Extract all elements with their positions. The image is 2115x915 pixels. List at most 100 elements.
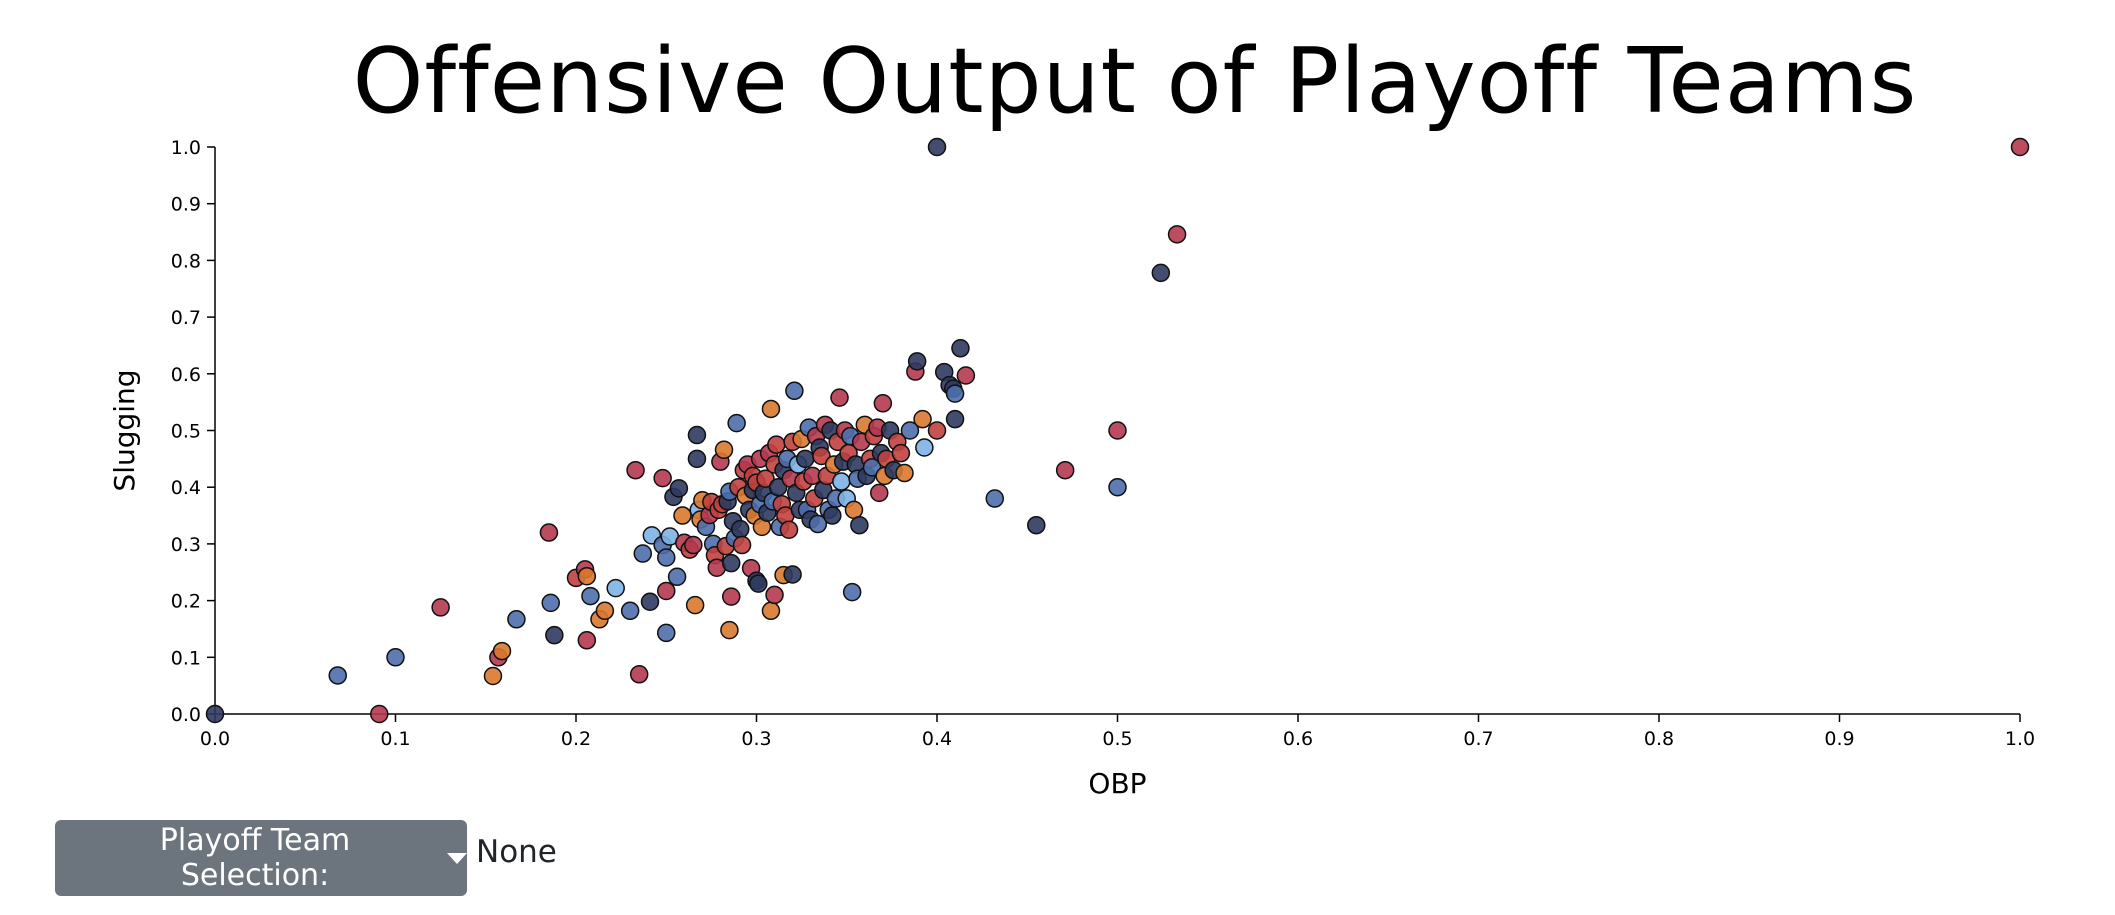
data-point[interactable] bbox=[927, 137, 947, 157]
data-point[interactable] bbox=[945, 384, 965, 403]
data-point[interactable] bbox=[577, 631, 597, 650]
y-tick-label: 0.7 bbox=[171, 307, 201, 329]
data-point[interactable] bbox=[830, 388, 849, 407]
data-point[interactable] bbox=[783, 565, 802, 584]
data-point[interactable] bbox=[640, 592, 660, 611]
data-point[interactable] bbox=[927, 421, 947, 440]
data-point[interactable] bbox=[767, 435, 786, 454]
data-point[interactable] bbox=[685, 595, 705, 615]
data-point[interactable] bbox=[850, 515, 869, 535]
data-point[interactable] bbox=[657, 548, 676, 567]
data-point[interactable] bbox=[721, 553, 741, 573]
chart-title: Offensive Output of Playoff Teams bbox=[352, 29, 1918, 134]
data-point[interactable] bbox=[673, 506, 692, 525]
data-point[interactable] bbox=[823, 506, 842, 525]
data-point[interactable] bbox=[785, 381, 804, 401]
data-point[interactable] bbox=[1167, 225, 1187, 244]
data-point[interactable] bbox=[669, 479, 689, 498]
data-point[interactable] bbox=[606, 578, 625, 598]
x-tick-label: 0.7 bbox=[1463, 728, 1493, 750]
data-point[interactable] bbox=[869, 483, 889, 503]
data-point[interactable] bbox=[1055, 460, 1075, 480]
data-point[interactable] bbox=[749, 574, 768, 593]
data-point[interactable] bbox=[541, 593, 560, 613]
data-point[interactable] bbox=[727, 413, 746, 433]
data-point[interactable] bbox=[891, 443, 911, 463]
data-point[interactable] bbox=[2010, 137, 2030, 157]
data-point[interactable] bbox=[731, 519, 750, 539]
caret-down-icon bbox=[447, 852, 467, 864]
data-point[interactable] bbox=[895, 463, 914, 483]
data-point[interactable] bbox=[687, 449, 707, 469]
data-point[interactable] bbox=[1027, 515, 1046, 535]
y-tick-label: 0.3 bbox=[171, 534, 201, 556]
data-point[interactable] bbox=[873, 394, 893, 413]
data-point[interactable] bbox=[913, 409, 932, 429]
data-point[interactable] bbox=[714, 440, 734, 460]
data-point[interactable] bbox=[720, 620, 739, 640]
data-point[interactable] bbox=[779, 520, 799, 539]
data-point[interactable] bbox=[756, 469, 775, 488]
y-tick-label: 0.1 bbox=[171, 647, 201, 669]
x-tick-label: 1.0 bbox=[2005, 728, 2035, 750]
data-point[interactable] bbox=[386, 648, 405, 667]
data-point[interactable] bbox=[844, 500, 864, 520]
data-point[interactable] bbox=[581, 586, 600, 606]
data-point[interactable] bbox=[492, 641, 512, 661]
data-point[interactable] bbox=[956, 366, 976, 385]
data-point[interactable] bbox=[1108, 477, 1127, 497]
data-point[interactable] bbox=[657, 581, 676, 601]
y-tick-label: 0.4 bbox=[171, 477, 201, 499]
x-tick-label: 0.4 bbox=[922, 728, 952, 750]
data-point[interactable] bbox=[577, 566, 597, 586]
data-point[interactable] bbox=[1108, 421, 1127, 440]
data-point[interactable] bbox=[862, 458, 882, 477]
data-point[interactable] bbox=[907, 352, 927, 371]
data-point[interactable] bbox=[595, 601, 615, 621]
data-point[interactable] bbox=[539, 523, 559, 542]
data-point[interactable] bbox=[328, 666, 347, 685]
data-point[interactable] bbox=[370, 704, 389, 724]
data-point[interactable] bbox=[1151, 263, 1171, 283]
data-point[interactable] bbox=[507, 610, 526, 629]
data-point[interactable] bbox=[626, 460, 645, 480]
data-point[interactable] bbox=[832, 472, 851, 491]
data-point[interactable] bbox=[765, 585, 784, 605]
data-point[interactable] bbox=[687, 425, 707, 445]
x-tick-label: 0.1 bbox=[380, 728, 410, 750]
data-point[interactable] bbox=[761, 601, 781, 621]
data-point[interactable] bbox=[431, 598, 450, 617]
y-tick-label: 0.0 bbox=[171, 704, 201, 726]
data-point[interactable] bbox=[945, 409, 965, 429]
data-point[interactable] bbox=[667, 567, 687, 587]
data-point[interactable] bbox=[657, 623, 676, 643]
data-points bbox=[205, 137, 2030, 724]
data-point[interactable] bbox=[732, 535, 752, 555]
y-tick-label: 0.6 bbox=[171, 364, 201, 386]
data-point[interactable] bbox=[900, 421, 920, 440]
data-point[interactable] bbox=[842, 582, 862, 602]
x-tick-label: 0.3 bbox=[741, 728, 771, 750]
data-point[interactable] bbox=[483, 666, 503, 686]
data-point[interactable] bbox=[205, 704, 225, 724]
data-point[interactable] bbox=[915, 438, 934, 457]
data-point[interactable] bbox=[761, 399, 781, 419]
y-tick-label: 0.2 bbox=[171, 591, 201, 613]
x-axis: 0.0 0.1 0.2 0.3 0.4 0.5 0.6 0.7 0.8 0.9 1.0 bbox=[200, 713, 2035, 750]
data-point[interactable] bbox=[808, 514, 828, 534]
data-point[interactable] bbox=[721, 587, 741, 606]
data-point[interactable] bbox=[684, 535, 703, 555]
playoff-team-dropdown[interactable]: Playoff Team Selection: bbox=[55, 820, 467, 896]
data-point[interactable] bbox=[653, 468, 672, 488]
data-point[interactable] bbox=[951, 339, 970, 358]
y-tick-label: 0.8 bbox=[171, 250, 201, 272]
data-point[interactable] bbox=[795, 449, 815, 469]
y-axis-title: Slugging bbox=[108, 369, 141, 491]
data-point[interactable] bbox=[629, 665, 649, 684]
data-point[interactable] bbox=[985, 489, 1005, 508]
data-point[interactable] bbox=[545, 625, 564, 645]
x-tick-label: 0.5 bbox=[1102, 728, 1132, 750]
data-point[interactable] bbox=[812, 446, 831, 466]
data-point[interactable] bbox=[620, 601, 640, 621]
data-point[interactable] bbox=[633, 544, 653, 563]
